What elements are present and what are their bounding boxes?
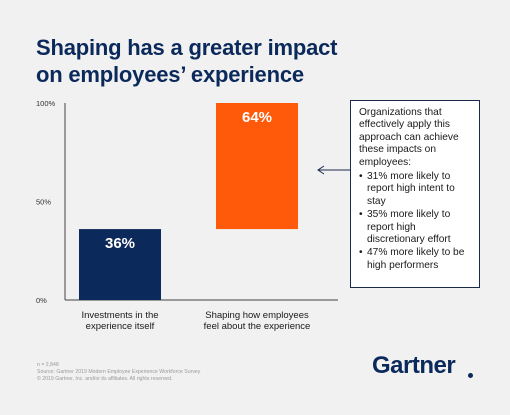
category-label: experience itself bbox=[86, 321, 155, 332]
bar-value-label: 64% bbox=[242, 109, 272, 126]
y-tick-label: 50% bbox=[36, 198, 51, 207]
title-line-2: on employees’ experience bbox=[36, 62, 304, 87]
title-line-1: Shaping has a greater impact bbox=[36, 35, 338, 60]
callout-arrow-head bbox=[317, 165, 325, 175]
callout-box: Organizations that effectively apply thi… bbox=[350, 100, 480, 288]
category-label: Investments in the bbox=[81, 310, 158, 321]
chart-title: Shaping has a greater impact on employee… bbox=[36, 34, 476, 88]
source-note: Source: Gartner 2019 Modern Employee Exp… bbox=[37, 369, 201, 375]
category-label: Shaping how employees bbox=[205, 310, 309, 321]
bar-value-label: 36% bbox=[105, 235, 135, 252]
footer-notes: n = 2,848 Source: Gartner 2019 Modern Em… bbox=[37, 362, 200, 383]
bar bbox=[216, 103, 298, 230]
bar bbox=[79, 229, 161, 300]
callout-item-high-performers: 47% more likely to be high performers bbox=[359, 247, 473, 272]
logo-dot bbox=[468, 373, 473, 378]
callout-item-discretionary-effort: 35% more likely to report high discretio… bbox=[359, 209, 473, 246]
y-tick-label: 0% bbox=[36, 296, 47, 305]
y-tick-label: 100% bbox=[36, 99, 56, 108]
callout-intro: Organizations that effectively apply thi… bbox=[359, 107, 459, 168]
category-label: feel about the experience bbox=[204, 321, 311, 332]
sample-size: n = 2,848 bbox=[37, 362, 59, 368]
gartner-logo: Gartner bbox=[372, 352, 456, 379]
copyright-note: © 2019 Gartner, Inc. and/or its affiliat… bbox=[37, 376, 173, 382]
callout-list: 31% more likely to report high intent to… bbox=[359, 171, 473, 272]
callout-item-intent-to-stay: 31% more likely to report high intent to… bbox=[359, 171, 473, 208]
